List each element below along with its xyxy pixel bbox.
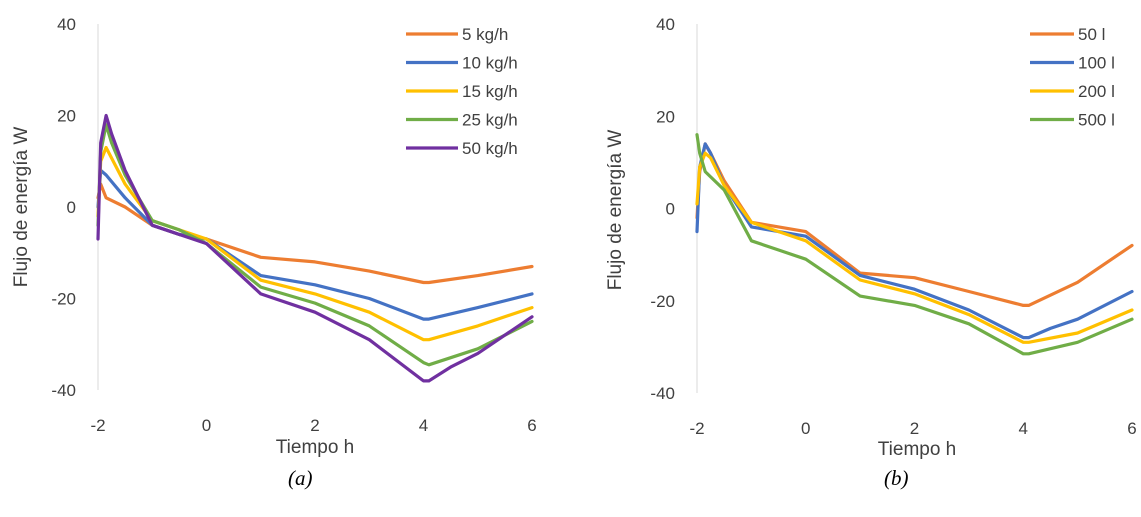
- x-tick-label: -2: [90, 416, 105, 435]
- y-tick-label: 0: [67, 198, 76, 217]
- y-tick-label: 0: [666, 200, 675, 219]
- series-line-4: [695, 133, 1134, 356]
- y-tick-label: 20: [57, 107, 76, 126]
- y-tick-label: -40: [51, 381, 76, 400]
- x-tick-label: 6: [1127, 419, 1136, 438]
- legend-label-3: 15 kg/h: [462, 82, 518, 101]
- legend-label-4: 25 kg/h: [462, 111, 518, 130]
- x-axis-title: Tiempo h: [276, 437, 355, 458]
- legend-label-1: 50 l: [1078, 25, 1105, 44]
- legend-label-2: 10 kg/h: [462, 54, 518, 73]
- y-axis-title: Flujo de energía W: [605, 130, 626, 291]
- legend-label-3: 200 l: [1078, 82, 1115, 101]
- caption-a: (a): [288, 466, 313, 490]
- legend-label-2: 100 l: [1078, 54, 1115, 73]
- legend-label-1: 5 kg/h: [462, 25, 508, 44]
- legend-label-5: 50 kg/h: [462, 139, 518, 158]
- x-tick-label: 4: [419, 416, 428, 435]
- series-line-3: [695, 151, 1134, 344]
- series-line-5: [96, 113, 534, 383]
- x-tick-label: -2: [689, 419, 704, 438]
- y-tick-label: 40: [656, 15, 675, 34]
- y-tick-label: -40: [650, 384, 675, 403]
- series-line-2: [96, 168, 534, 321]
- x-tick-label: 6: [527, 416, 536, 435]
- caption-b: (b): [884, 466, 909, 490]
- x-tick-label: 4: [1019, 419, 1028, 438]
- x-axis-title: Tiempo h: [878, 439, 957, 460]
- x-tick-label: 0: [801, 419, 810, 438]
- y-tick-label: 40: [57, 15, 76, 34]
- x-tick-label: 0: [202, 416, 211, 435]
- series-line-3: [96, 145, 534, 342]
- y-tick-label: 20: [656, 107, 675, 126]
- y-tick-label: -20: [650, 292, 675, 311]
- series-line-1: [96, 182, 534, 285]
- x-tick-label: 2: [910, 419, 919, 438]
- chart-panel-a: 40 20 0 -20 -40 -2 0 2 4 6 Tiempo h Flujo de energí…: [0, 0, 570, 517]
- chart-panel-b: 40 20 0 -20 -40 -2 0 2 4 6 Tiempo h Flujo de energí…: [571, 0, 1141, 517]
- x-tick-label: 2: [310, 416, 319, 435]
- y-tick-label: -20: [51, 290, 76, 309]
- series-line-2: [695, 142, 1134, 340]
- legend-label-4: 500 l: [1078, 111, 1115, 130]
- y-axis-title: Flujo de energía W: [11, 127, 32, 288]
